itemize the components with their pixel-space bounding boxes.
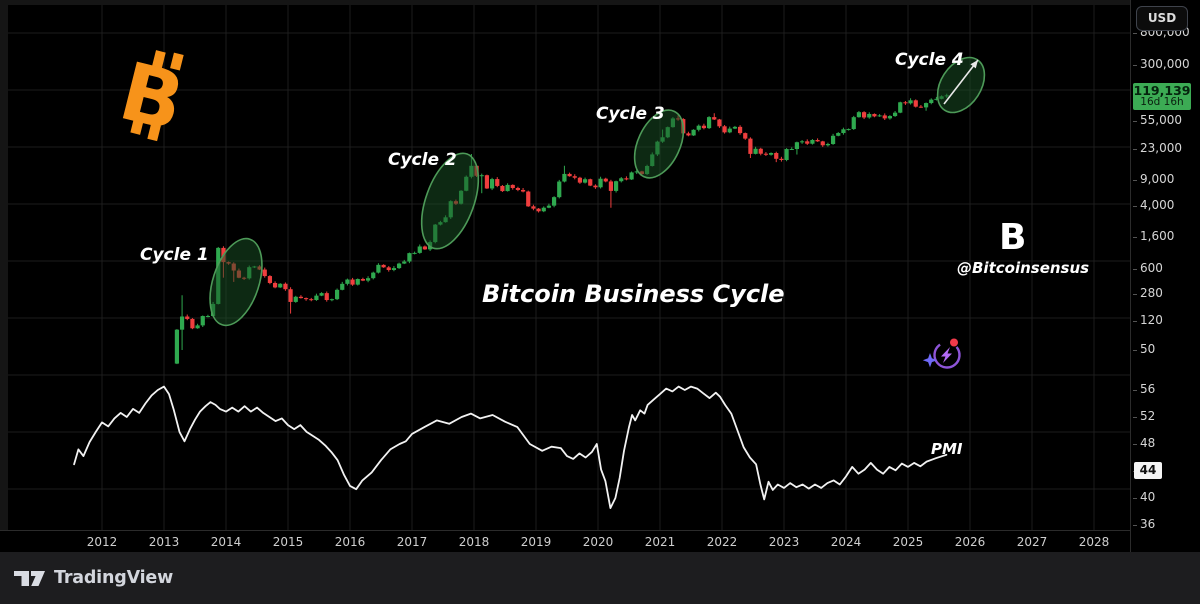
price-tick-label: 120 (1133, 313, 1163, 328)
year-tick-label: 2016 (334, 535, 366, 549)
price-tick-label: 280 (1133, 285, 1163, 300)
time-scale[interactable]: 2012 2013 2014 2015 2016 2017 2018 2019 2020 2021… (0, 530, 1130, 552)
candlestick-series (174, 93, 949, 365)
price-tick-label: 4,000 (1132, 198, 1175, 213)
pmi-tick-label: 40 (1132, 490, 1156, 504)
price-tick-label: 1,600 (1132, 228, 1175, 243)
tradingview-wordmark[interactable]: TradingView (54, 568, 174, 588)
chart-canvas[interactable] (0, 0, 1130, 530)
year-tick-label: 2023 (768, 535, 800, 549)
trend-arrow[interactable] (943, 59, 979, 105)
price-tick-label: 9,000 (1132, 171, 1175, 186)
year-tick-label: 2014 (210, 535, 242, 549)
pmi-line (73, 385, 948, 510)
price-tick-label: 23,000 (1133, 141, 1182, 156)
pmi-tick-label: 52 (1132, 409, 1156, 423)
year-tick-label: 2017 (396, 535, 428, 549)
year-tick-label: 2027 (1016, 535, 1048, 549)
year-tick-label: 2022 (706, 535, 738, 549)
cycle-ellipse[interactable] (410, 146, 489, 256)
last-price-badge: 119,139 16d 16h (1133, 83, 1191, 110)
last-price-value: 119,139 (1133, 83, 1191, 98)
pmi-tick-label: 56 (1132, 382, 1156, 396)
bottom-toolbar: TradingView (0, 552, 1200, 604)
year-tick-label: 2028 (1078, 535, 1110, 549)
spark-ai-icon[interactable] (920, 329, 972, 381)
bar-countdown: 16d 16h (1140, 96, 1184, 108)
year-tick-label: 2012 (86, 535, 118, 549)
svg-text:B: B (111, 45, 193, 150)
bitcoin-logo-icon: B (111, 45, 193, 150)
year-tick-label: 2019 (520, 535, 552, 549)
year-tick-label: 2013 (148, 535, 180, 549)
frame-left (0, 5, 8, 552)
year-tick-label: 2026 (954, 535, 986, 549)
year-tick-label: 2020 (582, 535, 614, 549)
year-tick-label: 2018 (458, 535, 490, 549)
currency-unit-button[interactable]: USD (1136, 6, 1188, 31)
pmi-current-badge: 44 (1134, 462, 1162, 479)
frame-top (0, 0, 1200, 5)
cycle-ellipse[interactable] (928, 49, 994, 121)
price-tick-label: 50 (1132, 341, 1156, 356)
cycle-ellipse[interactable] (625, 102, 693, 185)
price-scale[interactable]: USD 800,000 300,000 55,000 23,000 9,000 4,000… (1130, 0, 1200, 552)
price-tick-label: 600 (1133, 260, 1163, 275)
pmi-tick-label: 48 (1132, 436, 1156, 450)
year-tick-label: 2021 (644, 535, 676, 549)
trend-arrow-head (970, 60, 978, 69)
price-tick-label: 300,000 (1133, 57, 1190, 72)
cycle-ellipse[interactable] (200, 232, 272, 332)
price-tick-label: 55,000 (1133, 112, 1182, 127)
year-tick-label: 2015 (272, 535, 304, 549)
pmi-tick-label: 36 (1132, 517, 1156, 531)
year-tick-label: 2025 (892, 535, 924, 549)
tradingview-logo-icon[interactable] (14, 570, 45, 587)
year-tick-label: 2024 (830, 535, 862, 549)
